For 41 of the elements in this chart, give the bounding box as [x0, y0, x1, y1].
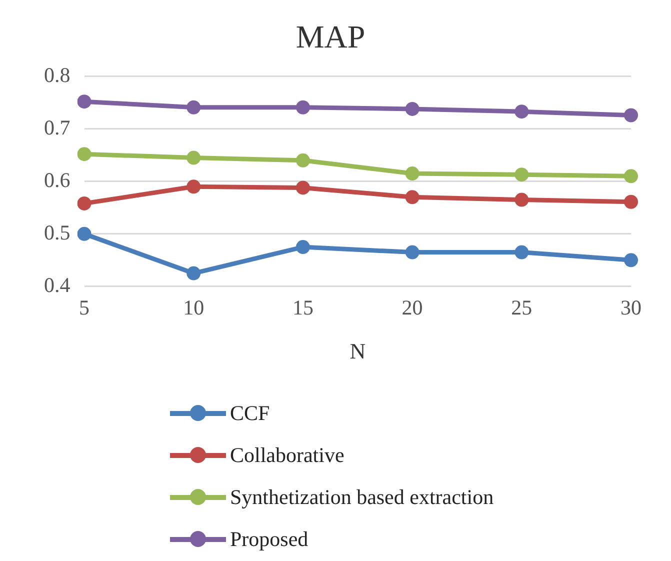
x-tick-label: 5: [79, 296, 90, 320]
point: [405, 245, 420, 260]
y-tick-label: 0.4: [44, 272, 71, 297]
point: [296, 180, 310, 195]
x-tick-label: 30: [620, 296, 642, 320]
point: [624, 108, 638, 122]
point: [514, 245, 529, 260]
point: [514, 168, 529, 182]
point: [405, 190, 420, 204]
x-axis-title: N: [350, 338, 366, 364]
point: [405, 166, 420, 181]
point: [624, 194, 638, 209]
x-tick-label: 15: [292, 296, 314, 320]
point: [296, 100, 310, 114]
point: [186, 180, 201, 194]
point: [77, 226, 92, 241]
y-tick-label: 0.7: [44, 115, 70, 140]
point: [186, 266, 201, 280]
x-tick-label: 20: [402, 296, 423, 320]
chart-title: MAP: [296, 18, 366, 55]
point: [624, 169, 638, 184]
y-tick-label: 0.5: [44, 220, 70, 244]
point: [624, 253, 638, 268]
y-tick-label: 0.6: [44, 168, 70, 192]
point: [77, 196, 92, 210]
y-tick-label: 0.8: [44, 62, 70, 87]
legend-label: Synthetization based extraction: [230, 484, 494, 510]
point: [296, 240, 310, 254]
point: [296, 153, 310, 168]
point: [186, 150, 201, 165]
x-tick-label: 25: [511, 296, 532, 320]
legend-label: Proposed: [230, 526, 308, 552]
point: [186, 100, 201, 114]
point: [405, 102, 420, 116]
x-tick-label: 10: [183, 296, 204, 320]
point: [514, 192, 529, 207]
point: [77, 94, 92, 109]
legend-label: CCF: [230, 400, 270, 426]
point: [77, 147, 92, 162]
point: [514, 104, 529, 119]
legend-label: Collaborative: [230, 442, 344, 468]
